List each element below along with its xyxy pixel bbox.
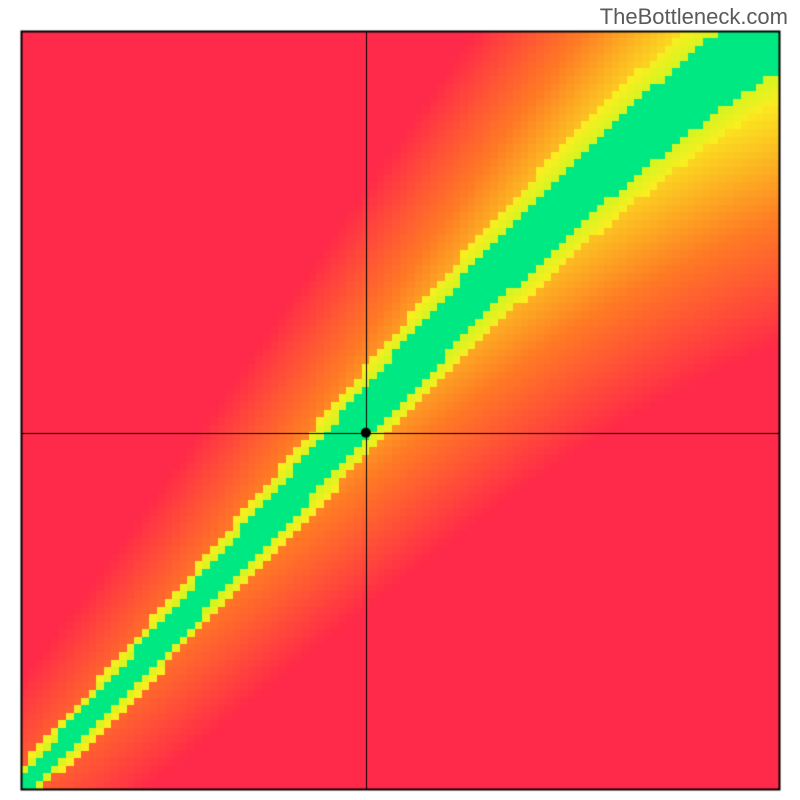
bottleneck-heatmap [0,0,800,800]
chart-container: TheBottleneck.com [0,0,800,800]
attribution-label: TheBottleneck.com [600,4,788,30]
